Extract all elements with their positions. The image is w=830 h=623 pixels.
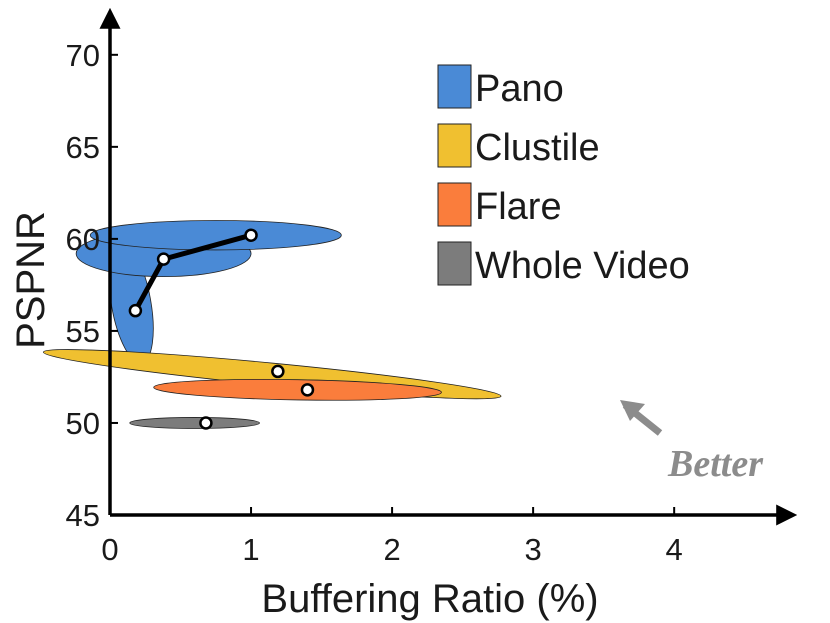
y-tick-label-2: 55 (66, 314, 100, 349)
series-0-point-2 (244, 228, 258, 242)
legend-swatch-0 (437, 64, 472, 109)
series-1-point-0 (271, 364, 285, 379)
x-tick-label-1: 1 (242, 532, 259, 567)
legend-label-2: Flare (475, 186, 562, 228)
series-0-point-1 (156, 252, 171, 266)
x-tick-label-2: 2 (383, 532, 400, 567)
legend-swatch-2 (437, 182, 472, 227)
data-points (128, 228, 315, 430)
y-axis-title: PSPNR (9, 211, 53, 349)
series-2-ellipse-0 (153, 379, 442, 401)
y-tick-label-0: 45 (66, 498, 100, 533)
legend-label-3: Whole Video (475, 245, 690, 287)
x-tick-label-0: 0 (101, 532, 118, 567)
series-3-point-0 (199, 416, 213, 430)
y-tick-label-1: 50 (66, 406, 100, 441)
legend-swatch-3 (437, 241, 472, 286)
x-ticks: 0 1 2 3 4 (101, 507, 683, 567)
x-tick-label-4: 4 (666, 532, 683, 567)
better-arrow-head (620, 400, 645, 421)
y-ticks: 45 50 55 60 65 70 (66, 38, 118, 533)
better-annotation: Better (620, 400, 764, 485)
better-label: Better (667, 443, 764, 485)
x-axis-title: Buffering Ratio (%) (261, 577, 598, 621)
legend: Pano Clustile Flare Whole Video (437, 64, 690, 287)
series-0-point-0 (128, 303, 143, 318)
y-tick-label-4: 65 (66, 130, 100, 165)
y-tick-label-5: 70 (66, 38, 100, 73)
legend-label-1: Clustile (475, 127, 600, 169)
series-2-point-0 (300, 383, 315, 397)
y-tick-label-3: 60 (66, 222, 100, 257)
legend-swatch-1 (437, 123, 472, 168)
series-0-ellipse-2 (89, 220, 342, 251)
series-3-ellipse-0 (129, 417, 260, 429)
x-tick-label-3: 3 (525, 532, 542, 567)
legend-label-0: Pano (475, 68, 564, 110)
